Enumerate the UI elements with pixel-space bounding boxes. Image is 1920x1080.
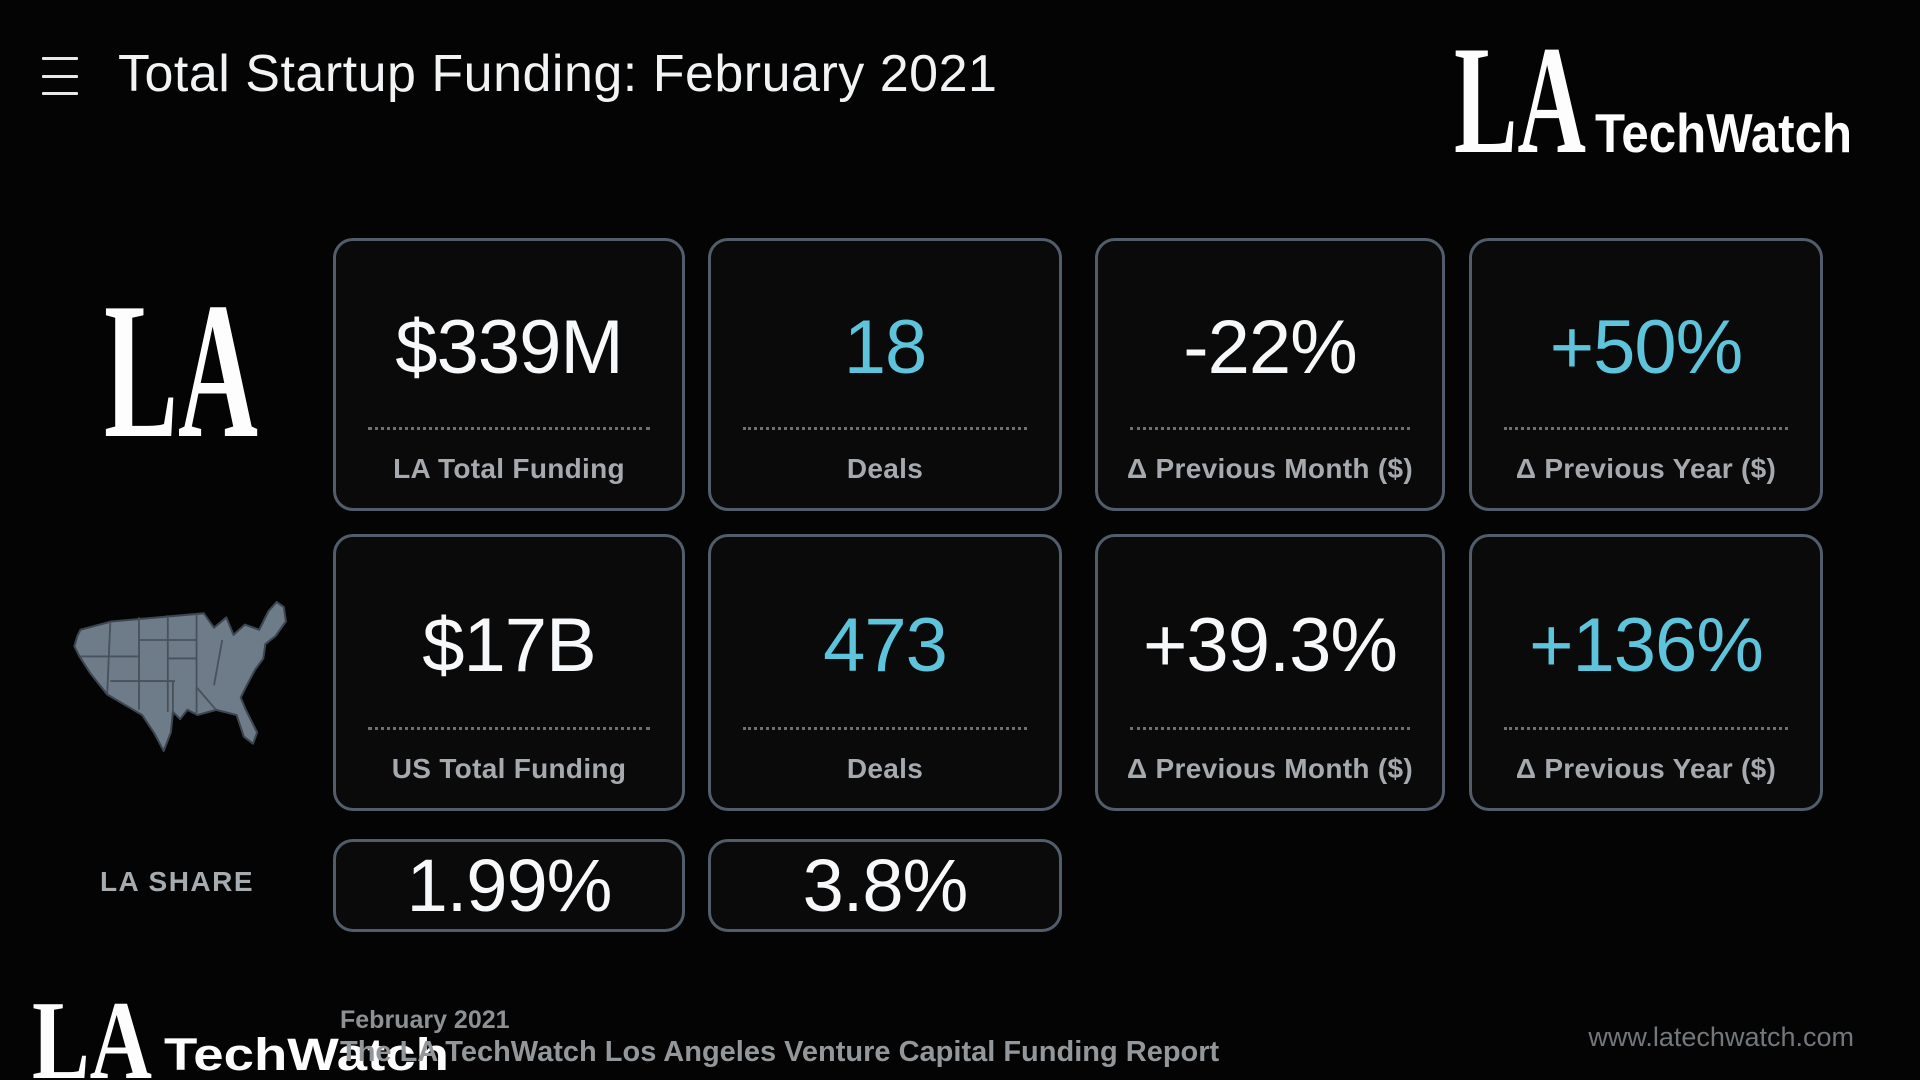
- metric-label: Δ Previous Month ($): [1127, 753, 1413, 784]
- metric-value: 1.99%: [406, 844, 613, 927]
- card-la-total-funding: $339M LA Total Funding: [333, 238, 685, 511]
- dotted-divider: [1130, 427, 1410, 430]
- hamburger-bar: [42, 57, 78, 60]
- metric-label: Δ Previous Year ($): [1515, 753, 1777, 784]
- metric-value: +136%: [1529, 602, 1764, 688]
- hamburger-bar: [42, 92, 78, 95]
- logo-la-text: LA: [1454, 42, 1586, 157]
- logo-techwatch-text: TechWatch: [1595, 102, 1852, 157]
- dotted-divider: [1130, 727, 1410, 730]
- footer-logo-techwatch-text: TechWatch: [164, 1029, 449, 1080]
- metric-value: 473: [823, 602, 948, 688]
- footer-website-url: www.latechwatch.com: [1588, 1022, 1854, 1052]
- page-title: Total Startup Funding: February 2021: [118, 45, 998, 103]
- dotted-divider: [743, 727, 1027, 730]
- card-us-total-funding: $17B US Total Funding: [333, 534, 685, 811]
- card-la-prev-year: +50% Δ Previous Year ($): [1469, 238, 1823, 511]
- metric-value: 18: [843, 304, 928, 390]
- us-map-icon: [73, 600, 287, 752]
- card-us-prev-year: +136% Δ Previous Year ($): [1469, 534, 1823, 811]
- card-la-prev-month: -22% Δ Previous Month ($): [1095, 238, 1445, 511]
- dotted-divider: [368, 427, 650, 430]
- metric-label: LA Total Funding: [393, 453, 625, 484]
- metric-label: Δ Previous Month ($): [1127, 453, 1413, 484]
- footer-report-month: February 2021: [340, 1006, 510, 1034]
- metric-label: Deals: [846, 753, 924, 784]
- metric-value: $339M: [395, 304, 623, 390]
- card-us-deals: 473 Deals: [708, 534, 1062, 811]
- latechwatch-logo: LA TechWatch: [1454, 42, 1852, 157]
- metric-value: $17B: [422, 602, 597, 688]
- card-la-share-funding: 1.99%: [333, 839, 685, 932]
- dotted-divider: [1504, 727, 1788, 730]
- metric-value: +39.3%: [1143, 602, 1398, 688]
- dotted-divider: [743, 427, 1027, 430]
- dotted-divider: [368, 727, 650, 730]
- dotted-divider: [1504, 427, 1788, 430]
- footer-report-title: The LA TechWatch Los Angeles Venture Cap…: [340, 1036, 1220, 1068]
- card-la-share-deals: 3.8%: [708, 839, 1062, 932]
- la-share-label: LA SHARE: [99, 866, 255, 897]
- footer-logo-la-text: LA: [32, 994, 152, 1080]
- card-la-deals: 18 Deals: [708, 238, 1062, 511]
- metric-label: US Total Funding: [391, 753, 627, 784]
- metric-label: Δ Previous Year ($): [1515, 453, 1777, 484]
- la-logo-icon: LA: [104, 300, 258, 442]
- metric-value: -22%: [1183, 304, 1357, 390]
- metric-value: +50%: [1549, 304, 1744, 390]
- la-logo-glyph: LA: [104, 300, 258, 442]
- metric-value: 3.8%: [802, 844, 969, 927]
- hamburger-menu-icon[interactable]: [42, 57, 78, 95]
- metric-label: Deals: [846, 453, 924, 484]
- hamburger-bar: [42, 74, 78, 78]
- footer-latechwatch-logo: LA TechWatch: [32, 994, 449, 1080]
- us-map-outline: [73, 600, 287, 752]
- card-us-prev-month: +39.3% Δ Previous Month ($): [1095, 534, 1445, 811]
